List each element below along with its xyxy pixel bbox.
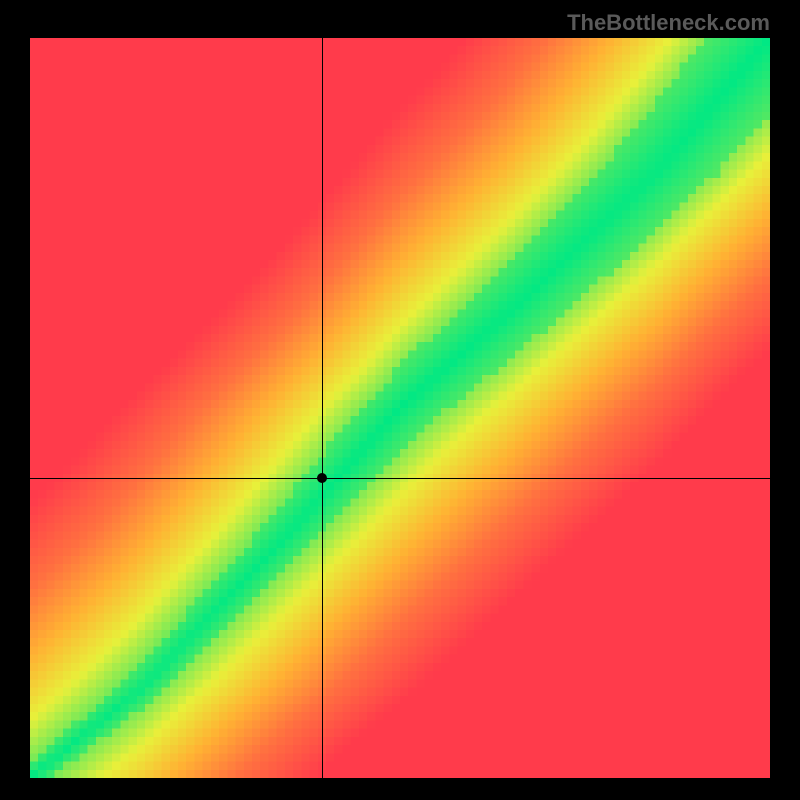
chart-container: TheBottleneck.com (0, 0, 800, 800)
crosshair-vertical (322, 38, 323, 778)
heatmap-plot (30, 38, 770, 778)
crosshair-horizontal (30, 478, 770, 479)
heatmap-canvas (30, 38, 770, 778)
watermark-text: TheBottleneck.com (567, 10, 770, 36)
